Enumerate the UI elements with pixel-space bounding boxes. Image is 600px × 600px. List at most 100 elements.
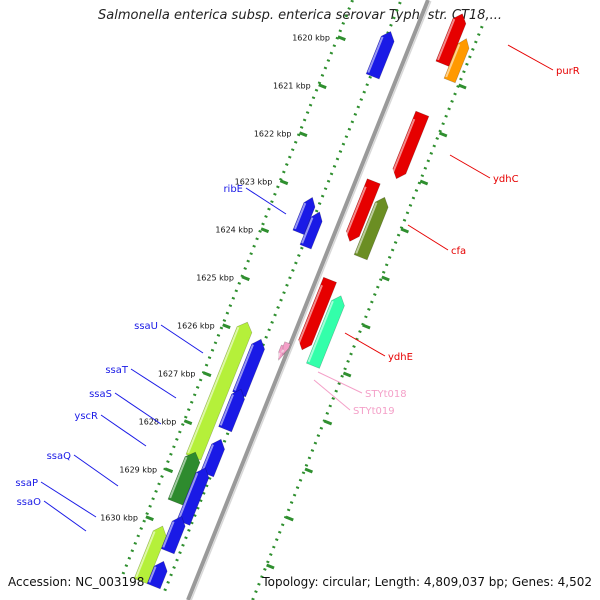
gene-arrow-ssaT <box>218 388 245 433</box>
gene-label-ssaS: ssaS <box>89 389 112 400</box>
gene-arrow-ydhC <box>392 110 430 180</box>
gene-highlight <box>355 202 378 254</box>
accession-label: Accession: NC_003198 <box>8 575 145 589</box>
kbp-label: 1626 kbp <box>177 322 215 331</box>
gene-arrow-lime <box>133 525 167 585</box>
gene-label-ydhE-leader <box>344 332 386 357</box>
kbp-tick <box>260 227 270 234</box>
kbp-tick <box>279 179 289 186</box>
rna-arrow <box>282 341 291 356</box>
gene-arrow-purR <box>435 13 467 67</box>
kbp-tick <box>304 467 314 474</box>
kbp-tick <box>241 275 250 282</box>
gene-arrow-blue <box>299 211 323 250</box>
gene-arrow-darkgreen <box>167 451 201 506</box>
kbp-label: 1622 kbp <box>254 130 292 139</box>
gene-highlight <box>301 217 314 244</box>
topology-label: Topology: circular; Length: 4,809,037 bp… <box>262 575 592 589</box>
kbp-tick <box>266 563 275 570</box>
gene-label-yscR-leader <box>100 414 147 447</box>
gene-arrow-ssaS <box>200 438 225 478</box>
gene-highlight <box>307 300 334 363</box>
gene-label-ydhC-leader <box>449 154 491 179</box>
kbp-tick <box>458 83 467 90</box>
gene-highlight <box>445 43 461 78</box>
rna-label-STYt019-leader <box>313 379 351 411</box>
gene-highlight <box>296 284 323 347</box>
backbone-shadow <box>190 0 432 600</box>
kbp-tick <box>285 515 294 522</box>
kbp-tick <box>400 227 410 234</box>
gene-arrow-ssaO <box>146 560 168 590</box>
gene-label-ssaU-leader <box>160 324 204 354</box>
map-title: Salmonella enterica subsp. enterica sero… <box>98 8 502 23</box>
kbp-tick <box>183 419 193 426</box>
gene-arrow-ssaP <box>160 515 186 555</box>
gene-label-ssaT-leader <box>130 368 177 399</box>
gene-label-ssaO: ssaO <box>17 497 42 508</box>
rna-label-STYt018: STYt018 <box>365 389 407 400</box>
gene-arrow-ribE <box>292 196 316 235</box>
gene-arrow-cfa <box>345 178 381 242</box>
gene-highlight <box>391 118 416 176</box>
gene-label-ssaQ: ssaQ <box>47 451 72 462</box>
gene-arrow-ydhE <box>298 276 337 351</box>
gene-label-ssaP: ssaP <box>15 478 38 489</box>
gene-highlight <box>233 344 254 391</box>
gene-arrow-orange <box>443 38 470 84</box>
gene-label-ssaP-leader <box>40 481 97 518</box>
gene-label-ssaT: ssaT <box>105 365 129 376</box>
gene-label-purR: purR <box>556 66 580 77</box>
gene-highlight <box>162 521 175 548</box>
kbp-tick <box>222 323 231 330</box>
kbp-tick <box>438 131 448 138</box>
gene-label-ssaU: ssaU <box>134 321 158 332</box>
kbp-label: 1620 kbp <box>292 34 330 43</box>
kbp-tick <box>145 515 154 522</box>
right-tick-track <box>251 21 486 600</box>
gene-label-cfa: cfa <box>451 246 466 257</box>
kbp-label: 1630 kbp <box>100 514 138 523</box>
gene-label-ssaS-leader <box>114 392 162 425</box>
gene-highlight <box>344 186 367 238</box>
gene-arrow-blue <box>365 31 395 80</box>
gene-highlight <box>187 326 240 454</box>
gene-label-ribE: ribE <box>223 184 243 195</box>
gene-label-cfa-leader <box>407 224 449 251</box>
gene-label-ssaO-leader <box>43 500 87 532</box>
rna-label-STYt018-leader <box>317 371 363 394</box>
gene-label-ydhE: ydhE <box>388 352 413 363</box>
backbone-line <box>186 0 430 600</box>
gene-highlight <box>437 18 456 61</box>
gene-label-ydhC: ydhC <box>493 174 519 185</box>
kbp-tick <box>164 467 174 474</box>
kbp-tick <box>362 323 371 330</box>
gene-highlight <box>148 566 157 583</box>
kbp-tick <box>298 131 308 138</box>
gene-label-purR-leader <box>507 44 554 71</box>
kbp-label: 1629 kbp <box>119 466 157 475</box>
gene-highlight <box>281 349 285 353</box>
gene-highlight <box>276 352 281 359</box>
kbp-label: 1625 kbp <box>196 274 234 283</box>
gene-label-ssaQ-leader <box>73 454 119 487</box>
kbp-tick <box>323 419 333 426</box>
kbp-label: 1623 kbp <box>235 178 273 187</box>
kbp-tick <box>381 275 390 282</box>
kbp-label: 1624 kbp <box>215 226 253 235</box>
kbp-tick <box>419 179 429 186</box>
kbp-label: 1627 kbp <box>158 370 196 379</box>
gene-highlight <box>178 472 199 520</box>
gene-highlight <box>367 36 384 73</box>
gene-arrow-olive <box>353 196 389 261</box>
gene-label-ribE-leader <box>245 187 287 215</box>
gene-highlight <box>219 394 234 426</box>
kbp-tick <box>318 83 327 90</box>
gene-highlight <box>201 444 214 471</box>
gene-arrow-mint <box>306 295 345 369</box>
gene-arrow-ssaQ <box>176 467 210 526</box>
kbp-tick <box>342 371 352 378</box>
kbp-tick <box>337 35 346 42</box>
